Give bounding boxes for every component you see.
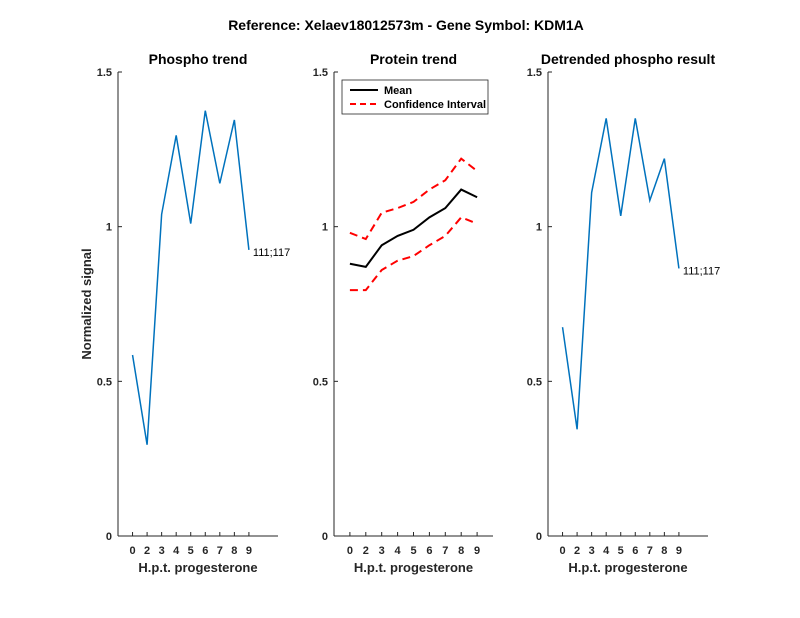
phospho-trend-title: Phospho trend <box>149 51 248 67</box>
legend-entry: Confidence Interval <box>384 99 486 111</box>
phospho-trend-x-tick-label: 2 <box>144 545 150 557</box>
detrended-phospho-x-label: H.p.t. progesterone <box>568 560 687 575</box>
detrended-phospho-series-line-0 <box>561 118 680 430</box>
detrended-phospho-x-tick-label: 5 <box>618 545 624 557</box>
protein-trend-x-tick-label: 7 <box>442 545 448 557</box>
phospho-trend-x-tick-label: 4 <box>173 545 180 557</box>
protein-trend-series-line-2 <box>349 216 478 292</box>
detrended-phospho-x-tick-label: 0 <box>559 545 565 557</box>
detrended-phospho-annotation: 111;117 <box>683 265 720 277</box>
protein-trend-legend: Mean Confidence Interval <box>341 79 489 115</box>
detrended-phospho-y-tick-label: 1 <box>536 222 542 234</box>
protein-trend-y-tick-label: 1.5 <box>313 67 328 79</box>
phospho-trend-x-tick-label: 6 <box>202 545 208 557</box>
detrended-phospho-title: Detrended phospho result <box>541 51 716 67</box>
detrended-phospho-x-tick-label: 4 <box>603 545 610 557</box>
detrended-phospho-y-tick-label: 1.5 <box>527 67 542 79</box>
phospho-trend-y-tick-label: 1.5 <box>97 67 112 79</box>
protein-trend-x-tick-label: 6 <box>426 545 432 557</box>
protein-trend-y-tick-label: 0.5 <box>313 376 328 388</box>
detrended-phospho-x-tick-label: 7 <box>647 545 653 557</box>
protein-trend-x-tick-label: 2 <box>363 545 369 557</box>
protein-trend-title: Protein trend <box>370 51 457 67</box>
phospho-trend-y-tick-label: 1 <box>106 222 112 234</box>
detrended-phospho-y-tick-label: 0 <box>536 531 542 543</box>
protein-trend-x-tick-label: 4 <box>395 545 402 557</box>
protein-trend-x-tick-label: 0 <box>347 545 353 557</box>
protein-trend-x-tick-label: 5 <box>410 545 416 557</box>
protein-trend-series-line-confidence-interval <box>349 157 478 241</box>
phospho-trend-annotation: 111;117 <box>253 247 290 259</box>
phospho-trend-y-tick-label: 0.5 <box>97 376 112 388</box>
protein-trend-x-tick-label: 3 <box>379 545 385 557</box>
detrended-phospho-x-tick-label: 9 <box>676 545 682 557</box>
protein-trend-series-line-mean <box>349 188 478 268</box>
phospho-trend-x-tick-label: 3 <box>159 545 165 557</box>
phospho-trend-x-tick-label: 5 <box>188 545 194 557</box>
detrended-phospho-x-tick-label: 3 <box>589 545 595 557</box>
detrended-phospho-x-tick-label: 6 <box>632 545 638 557</box>
detrended-phospho-x-tick-label: 8 <box>661 545 667 557</box>
phospho-trend-y-label: Normalized signal <box>79 248 94 359</box>
phospho-trend-x-tick-label: 7 <box>217 545 223 557</box>
phospho-trend-y-tick-label: 0 <box>106 531 112 543</box>
detrended-phospho-x-tick-label: 2 <box>574 545 580 557</box>
protein-trend-y-tick-label: 0 <box>322 531 328 543</box>
phospho-trend-series-line-0 <box>131 110 250 445</box>
phospho-trend-x-label: H.p.t. progesterone <box>138 560 257 575</box>
protein-trend-x-tick-label: 8 <box>458 545 464 557</box>
protein-trend-x-label: H.p.t. progesterone <box>354 560 473 575</box>
phospho-trend-x-tick-label: 9 <box>246 545 252 557</box>
detrended-phospho-y-tick-label: 0.5 <box>527 376 542 388</box>
legend-entry: Mean <box>384 85 412 97</box>
figure-title: Reference: Xelaev18012573m - Gene Symbol… <box>228 17 584 33</box>
protein-trend-x-tick-label: 9 <box>474 545 480 557</box>
phospho-trend-x-tick-label: 0 <box>129 545 135 557</box>
protein-trend-y-tick-label: 1 <box>322 222 328 234</box>
legend-box <box>341 79 489 115</box>
phospho-trend-x-tick-label: 8 <box>231 545 237 557</box>
